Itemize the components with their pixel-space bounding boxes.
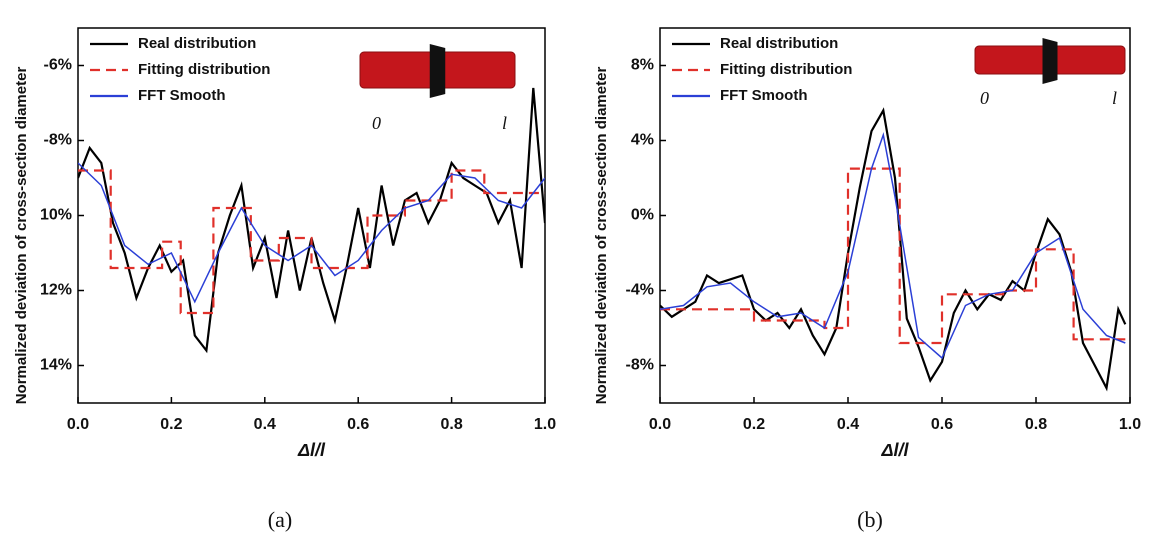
x-axis-label: Δl/l: [880, 440, 909, 460]
x-tick-label: 0.2: [743, 416, 765, 433]
x-tick-label: 0.8: [440, 416, 462, 433]
y-axis-label: Normalized deviation of cross-section di…: [593, 67, 610, 405]
x-tick-label: 0.6: [347, 416, 369, 433]
x-axis-label: Δl/l: [297, 440, 326, 460]
legend-label: Real distribution: [720, 35, 838, 52]
caption: (b): [857, 507, 883, 532]
y-tick-label: 0%: [631, 207, 654, 224]
chart: -8% -4% 0% 4% 8% 0.0 0.2 0.4 0.6 0.8 1.0 Δl/l Normal…: [593, 27, 1141, 532]
x-tick-label: 0.0: [67, 416, 89, 433]
x-tick-label: 1.0: [534, 416, 556, 433]
x-tick-label: 0.2: [160, 416, 182, 433]
inset-slice: [1042, 38, 1058, 84]
x-tick-label: 0.4: [254, 416, 276, 433]
inset-label: 0: [980, 88, 989, 108]
series-line: [660, 132, 1126, 360]
x-tick-label: 1.0: [1119, 416, 1141, 433]
y-tick-label: 12%: [40, 282, 72, 299]
y-tick-label: -8%: [44, 132, 72, 149]
caption: (a): [268, 507, 292, 532]
y-tick-label: -4%: [626, 282, 654, 299]
x-tick-label: 0.4: [837, 416, 859, 433]
chart: 14% 12% 10% -8% -6% 0.0 0.2 0.4 0.6 0.8 1.0 Δl/l Nor…: [13, 27, 556, 532]
legend-label: Fitting distribution: [138, 61, 270, 78]
series-line: [660, 107, 1127, 392]
legend-label: FFT Smooth: [138, 87, 225, 104]
inset-label: 0: [372, 113, 381, 133]
y-tick-label: -8%: [626, 357, 654, 374]
inset-slice: [429, 44, 446, 98]
series-line: [660, 167, 1126, 345]
x-tick-label: 0.6: [931, 416, 953, 433]
legend-label: Real distribution: [138, 35, 256, 52]
series-line: [78, 87, 545, 354]
x-tick-label: 0.8: [1025, 416, 1047, 433]
inset-label: l: [1112, 88, 1117, 108]
y-axis-label: Normalized deviation of cross-section di…: [13, 67, 30, 405]
series-line: [78, 169, 545, 315]
y-tick-label: 10%: [40, 207, 72, 224]
x-tick-label: 0.0: [649, 416, 671, 433]
legend-label: FFT Smooth: [720, 87, 807, 104]
legend-label: Fitting distribution: [720, 61, 852, 78]
y-tick-label: 8%: [631, 57, 654, 74]
inset-label: l: [502, 113, 507, 133]
series-line: [78, 162, 545, 304]
y-tick-label: -6%: [44, 57, 72, 74]
y-tick-label: 4%: [631, 132, 654, 149]
plot-frame: [659, 27, 1131, 404]
y-tick-label: 14%: [40, 357, 72, 374]
